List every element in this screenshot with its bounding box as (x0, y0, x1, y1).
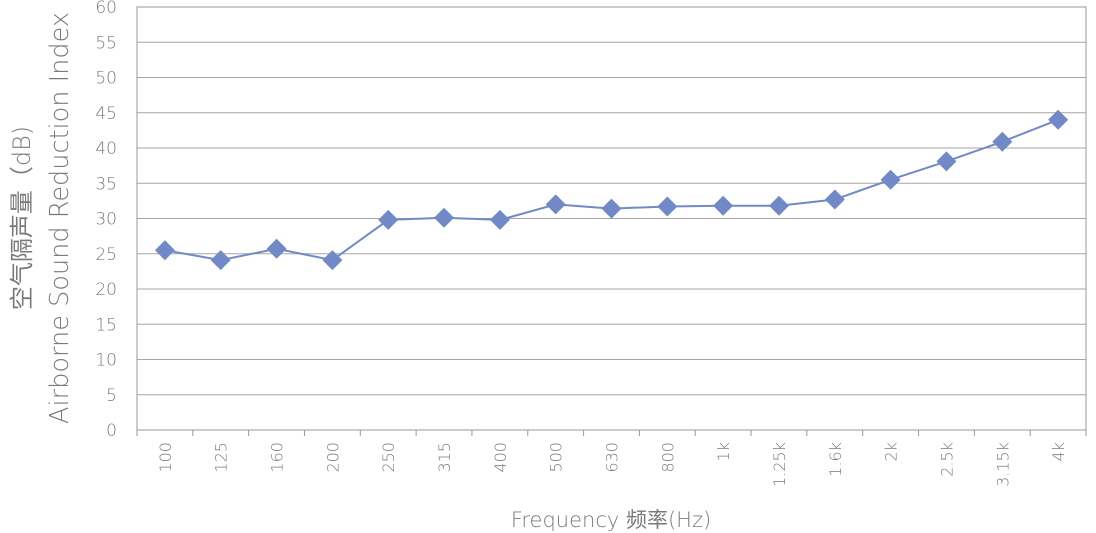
x-tick-label: 125 (212, 442, 231, 473)
x-tick-label: 3.15k (993, 442, 1012, 487)
data-point-marker (489, 209, 510, 230)
x-tick-label: 500 (547, 442, 566, 473)
y-tick-label: 45 (95, 104, 117, 124)
data-point-marker (434, 207, 454, 228)
data-point-marker (936, 151, 957, 172)
y-tick-label: 30 (95, 210, 117, 230)
data-point-marker (266, 238, 287, 259)
y-tick-labels: 0 5 10 15 20 25 30 35 40 45 50 55 60 (95, 0, 117, 441)
data-point-marker (545, 194, 566, 215)
x-tick-label: 100 (156, 442, 175, 473)
x-tick-label: 800 (658, 442, 677, 473)
data-point-marker (210, 250, 231, 271)
data-point-marker (378, 209, 399, 230)
y-tick-label: 0 (106, 421, 117, 441)
data-point-marker (154, 240, 175, 261)
y-axis-title-english: Airborne Sound Reduction Index (45, 12, 75, 424)
data-point-marker (657, 196, 678, 217)
data-point-marker (713, 195, 734, 216)
x-tick-label: 315 (435, 442, 454, 473)
plot-frame (136, 6, 1087, 431)
data-point-marker (880, 169, 901, 190)
x-tick-label: 250 (379, 442, 398, 473)
x-tick-label: 400 (491, 442, 510, 473)
x-tick-label: 1.25k (770, 442, 789, 487)
x-tick-label: 2k (882, 442, 901, 461)
series-markers (154, 109, 1069, 271)
x-tick-marks (136, 430, 1087, 436)
y-tick-label: 50 (95, 69, 117, 89)
x-tick-label: 1k (714, 442, 733, 461)
data-point-marker (769, 195, 789, 216)
series-line (164, 118, 1059, 262)
y-tick-label: 20 (95, 280, 117, 300)
data-point-marker (601, 198, 622, 219)
x-tick-label: 630 (603, 442, 622, 473)
y-tick-label: 15 (95, 315, 117, 335)
x-tick-label: 200 (323, 442, 342, 473)
y-tick-label: 10 (95, 351, 117, 371)
x-tick-labels: 100 125 160 200 250 315 400 500 630 800 1k 1.25k 1.6… (156, 442, 1068, 487)
y-tick-label: 40 (95, 139, 117, 159)
y-tick-label: 35 (95, 174, 117, 194)
data-point-marker (322, 250, 343, 271)
data-point-marker (1048, 109, 1069, 130)
data-point-marker (824, 189, 845, 210)
x-tick-label: 1.6k (826, 442, 845, 477)
data-point-marker (992, 131, 1013, 152)
x-axis-title: Frequency 频率(Hz) (511, 508, 711, 532)
y-tick-label: 60 (95, 0, 117, 18)
x-tick-label: 160 (268, 442, 287, 473)
y-tick-label: 5 (106, 386, 117, 406)
y-tick-label: 55 (95, 33, 117, 53)
y-tick-label: 25 (95, 245, 117, 265)
x-tick-label: 4k (1049, 442, 1068, 461)
y-axis-title-chinese: 空气隔声量（dB) (8, 126, 36, 310)
x-tick-label: 2.5k (937, 442, 956, 477)
